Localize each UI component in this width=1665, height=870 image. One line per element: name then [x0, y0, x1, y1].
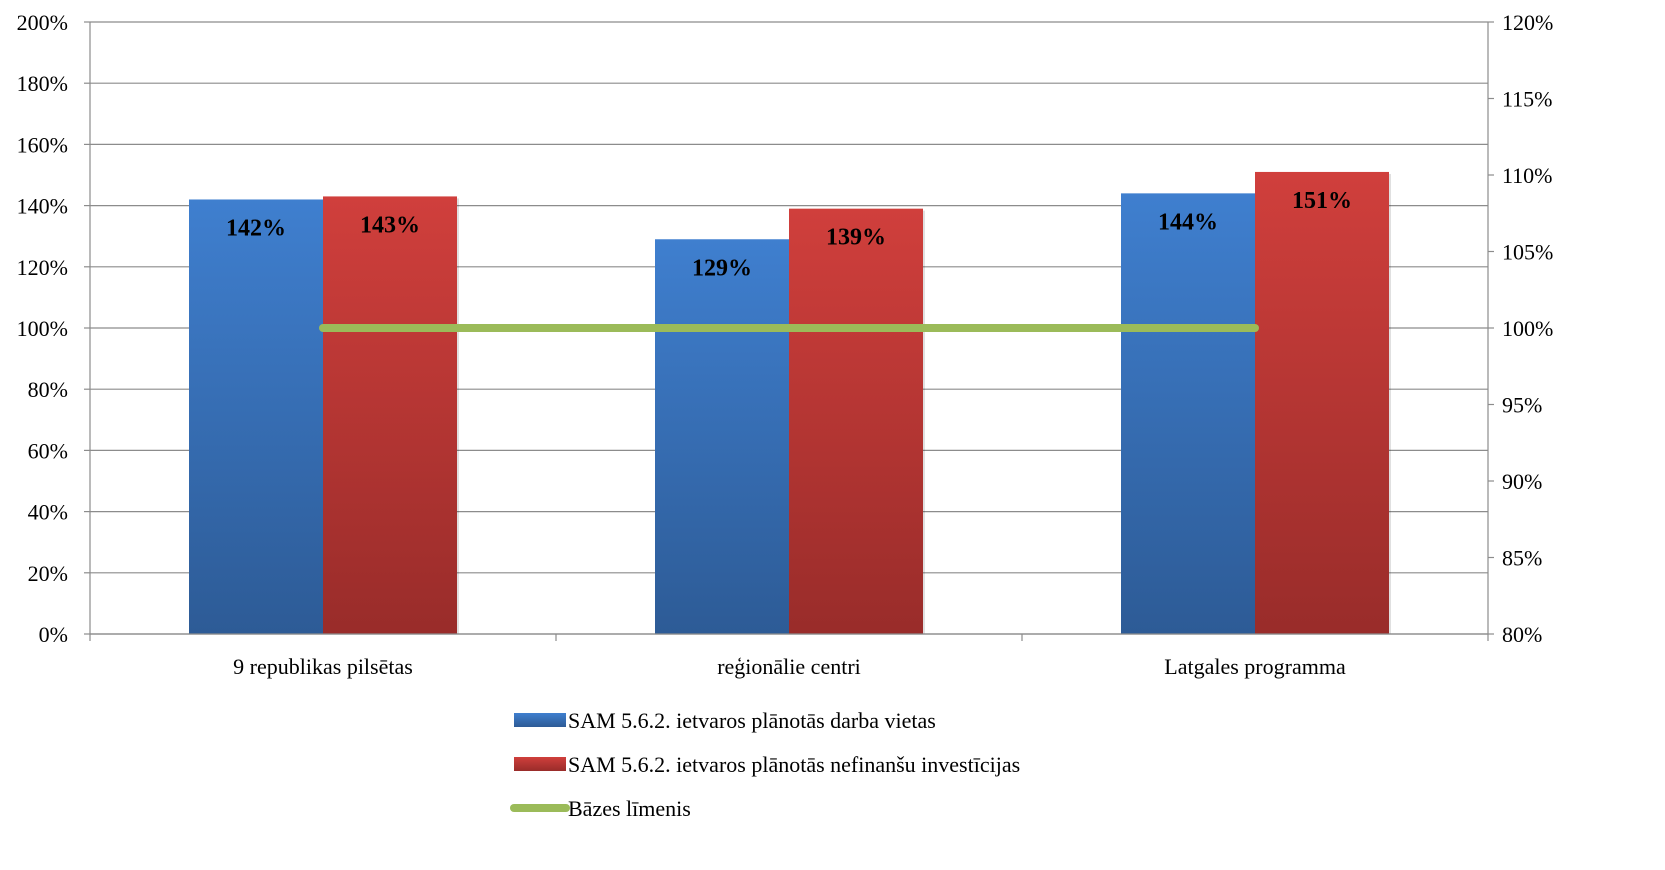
data-label: 139%: [826, 225, 886, 251]
legend-label: Bāzes līmenis: [568, 796, 691, 821]
right-tick-label: 120%: [1502, 10, 1553, 35]
data-label: 151%: [1292, 188, 1352, 214]
bars: [189, 171, 1391, 635]
right-tick-label: 115%: [1502, 87, 1553, 112]
left-tick-label: 20%: [28, 561, 68, 586]
bar: [189, 199, 323, 635]
left-tick-label: 180%: [17, 71, 68, 96]
right-tick-label: 105%: [1502, 240, 1553, 265]
data-labels: 142% 129% 144% 143% 139% 151%: [226, 188, 1352, 281]
right-tick-label: 100%: [1502, 316, 1553, 341]
legend: SAM 5.6.2. ietvaros plānotās darba vieta…: [510, 708, 1020, 821]
right-tick-label: 110%: [1502, 163, 1553, 188]
left-tick-label: 140%: [17, 194, 68, 219]
legend-swatch: [514, 757, 566, 771]
left-tick-label: 100%: [17, 316, 68, 341]
left-tick-label: 60%: [28, 438, 68, 463]
left-tick-label: 80%: [28, 377, 68, 402]
bar: [789, 208, 923, 634]
data-label: 143%: [360, 212, 420, 238]
data-label: 129%: [692, 255, 752, 281]
left-tick-label: 200%: [17, 10, 68, 35]
left-tick-label: 40%: [28, 500, 68, 525]
left-tick-label: 160%: [17, 132, 68, 157]
data-label: 144%: [1158, 209, 1218, 235]
right-tick-label: 80%: [1502, 622, 1542, 647]
category-label: Latgales programma: [1164, 654, 1346, 679]
bar: [1121, 193, 1255, 635]
bar: [323, 196, 457, 635]
category-label: 9 republikas pilsētas: [233, 654, 413, 679]
data-label: 142%: [226, 215, 286, 241]
category-label: reģionālie centri: [717, 654, 861, 679]
left-tick-label: 0%: [39, 622, 68, 647]
axes: 0% 20% 40% 60% 80% 100% 120% 140% 160% 180% 200% 80…: [17, 10, 1554, 679]
right-tick-label: 85%: [1502, 546, 1542, 571]
left-tick-label: 120%: [17, 255, 68, 280]
right-tick-label: 95%: [1502, 393, 1542, 418]
bar: [1255, 171, 1389, 634]
right-tick-label: 90%: [1502, 469, 1542, 494]
bar: [655, 239, 789, 634]
legend-label: SAM 5.6.2. ietvaros plānotās nefinanšu i…: [568, 752, 1020, 777]
legend-label: SAM 5.6.2. ietvaros plānotās darba vieta…: [568, 708, 936, 733]
legend-swatch: [514, 713, 566, 727]
